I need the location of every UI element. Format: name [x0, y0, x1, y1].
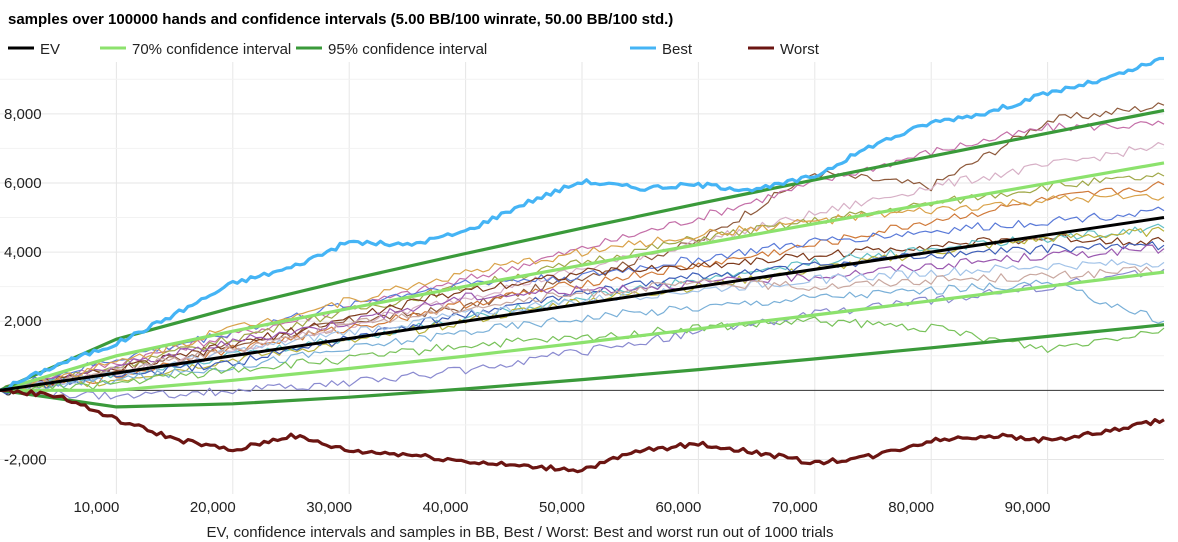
x-tick-label: 80,000 [888, 499, 934, 516]
x-tick-label: 60,000 [655, 499, 701, 516]
sample-line [0, 279, 1165, 394]
sample-line [0, 102, 1165, 392]
chart-title: samples over 100000 hands and confidence… [8, 11, 673, 28]
sample-line [0, 268, 1165, 400]
legend-label: EV [40, 41, 60, 58]
x-tick-label: 50,000 [539, 499, 585, 516]
tick-labels: 10,000 20,000 30,000 40,000 50,000 60,000 70,0… [4, 106, 1051, 516]
ci95-upper-line [0, 108, 1165, 392]
worst-line [0, 388, 1165, 474]
x-tick-label: 30,000 [306, 499, 352, 516]
x-tick-label: 10,000 [73, 499, 119, 516]
y-tick-label: -2,000 [4, 451, 47, 468]
sample-line [0, 244, 1165, 393]
sample-line [0, 316, 1165, 394]
y-tick-label: 8,000 [4, 106, 42, 123]
x-tick-label: 20,000 [190, 499, 236, 516]
ci95-lower-line [0, 323, 1165, 409]
ci70-upper-line [0, 161, 1165, 392]
ev-line [0, 216, 1165, 392]
legend: EV 70% confidence interval 95% confidence … [8, 41, 820, 58]
y-tick-label: 6,000 [4, 175, 42, 192]
x-tick-label: 90,000 [1005, 499, 1051, 516]
plot-area [0, 56, 1165, 474]
x-tick-label: 70,000 [772, 499, 818, 516]
best-line [0, 56, 1164, 392]
x-tick-label: 40,000 [423, 499, 469, 516]
y-tick-label: 4,000 [4, 244, 42, 261]
legend-label: Best [662, 41, 693, 58]
x-axis-label: EV, confidence intervals and samples in … [207, 524, 834, 541]
grid [0, 62, 1164, 494]
ci70-lower-line [0, 270, 1165, 392]
sample-line [0, 241, 1165, 395]
y-tick-label: 2,000 [4, 313, 42, 330]
sample-line [0, 193, 1165, 391]
legend-label: Worst [780, 41, 820, 58]
sample-line [0, 266, 1165, 393]
legend-label: 95% confidence interval [328, 41, 487, 58]
legend-label: 70% confidence interval [132, 41, 291, 58]
sample-line [0, 120, 1165, 393]
